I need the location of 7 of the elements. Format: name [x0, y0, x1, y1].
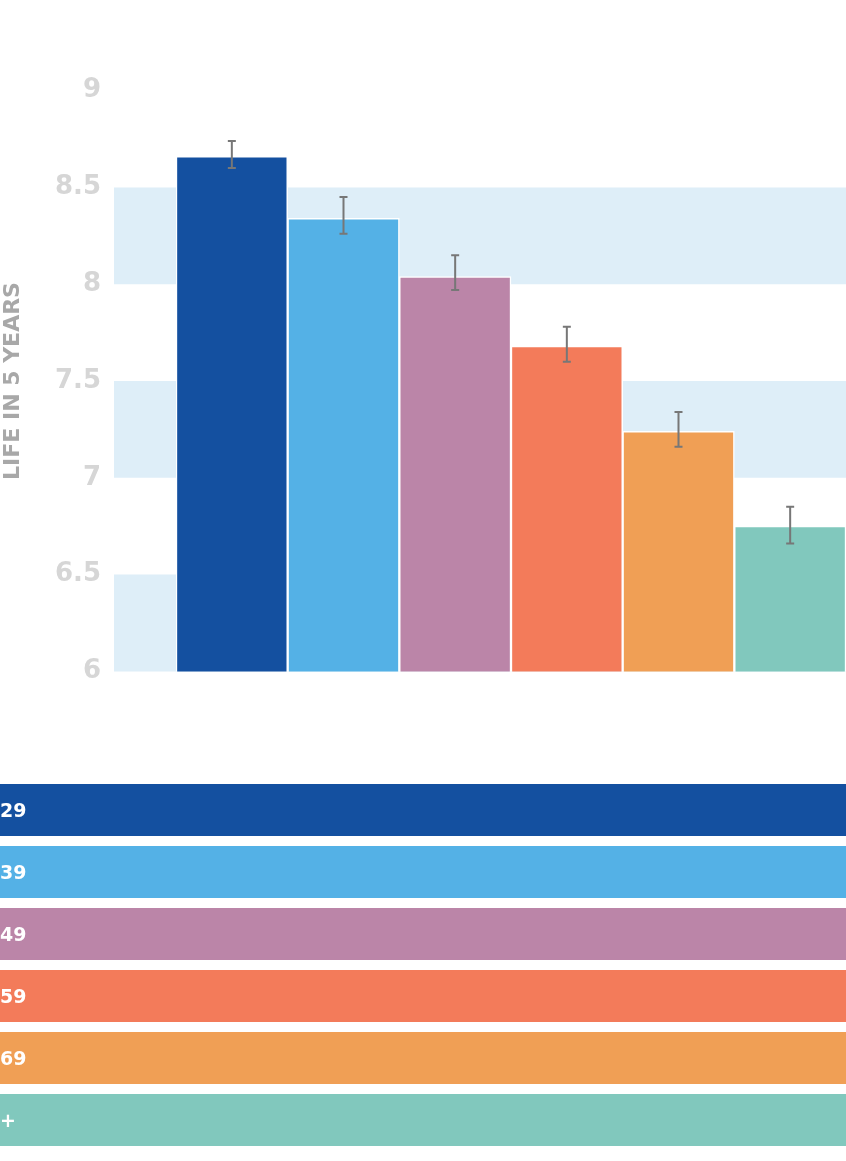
- text: 49: [0, 908, 846, 960]
- text: 39: [0, 846, 846, 898]
- text: 59: [0, 970, 846, 1022]
- text: +: [0, 1094, 846, 1146]
- text: 69: [0, 1032, 846, 1084]
- y-axis-title: LIFE IN 5 YEARS: [0, 282, 24, 480]
- text: 29: [0, 784, 846, 836]
